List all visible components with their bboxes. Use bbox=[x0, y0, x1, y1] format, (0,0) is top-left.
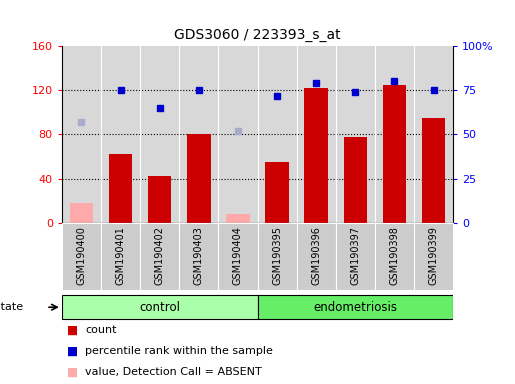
Bar bbox=[187, 134, 211, 223]
Bar bbox=[265, 162, 289, 223]
Bar bbox=[226, 214, 250, 223]
Text: GSM190398: GSM190398 bbox=[389, 226, 400, 285]
FancyBboxPatch shape bbox=[336, 223, 375, 290]
Text: disease state: disease state bbox=[0, 302, 23, 312]
Bar bbox=[304, 88, 328, 223]
Text: GSM190401: GSM190401 bbox=[115, 226, 126, 285]
FancyBboxPatch shape bbox=[179, 223, 218, 290]
Text: ■: ■ bbox=[67, 345, 78, 358]
Text: GSM190396: GSM190396 bbox=[311, 226, 321, 285]
Text: ■: ■ bbox=[67, 366, 78, 379]
FancyBboxPatch shape bbox=[297, 223, 336, 290]
Text: ■: ■ bbox=[67, 324, 78, 337]
Text: GSM190399: GSM190399 bbox=[428, 226, 439, 285]
FancyBboxPatch shape bbox=[62, 223, 101, 290]
Text: value, Detection Call = ABSENT: value, Detection Call = ABSENT bbox=[85, 367, 262, 377]
FancyBboxPatch shape bbox=[258, 223, 297, 290]
Bar bbox=[148, 176, 171, 223]
Text: control: control bbox=[139, 301, 180, 314]
Text: GSM190403: GSM190403 bbox=[194, 226, 204, 285]
Bar bbox=[109, 154, 132, 223]
Text: GSM190397: GSM190397 bbox=[350, 226, 360, 285]
FancyBboxPatch shape bbox=[101, 223, 140, 290]
FancyBboxPatch shape bbox=[375, 223, 414, 290]
Bar bbox=[422, 118, 445, 223]
Text: percentile rank within the sample: percentile rank within the sample bbox=[85, 346, 273, 356]
FancyBboxPatch shape bbox=[218, 223, 258, 290]
Text: GSM190402: GSM190402 bbox=[154, 226, 165, 285]
Text: GSM190400: GSM190400 bbox=[76, 226, 87, 285]
Text: GSM190404: GSM190404 bbox=[233, 226, 243, 285]
Title: GDS3060 / 223393_s_at: GDS3060 / 223393_s_at bbox=[174, 28, 341, 42]
Text: count: count bbox=[85, 325, 116, 335]
FancyBboxPatch shape bbox=[414, 223, 453, 290]
FancyBboxPatch shape bbox=[140, 223, 179, 290]
Bar bbox=[344, 137, 367, 223]
Text: GSM190395: GSM190395 bbox=[272, 226, 282, 285]
Bar bbox=[70, 203, 93, 223]
Bar bbox=[383, 85, 406, 223]
FancyBboxPatch shape bbox=[258, 295, 453, 319]
Text: endometriosis: endometriosis bbox=[313, 301, 398, 314]
FancyBboxPatch shape bbox=[62, 295, 258, 319]
